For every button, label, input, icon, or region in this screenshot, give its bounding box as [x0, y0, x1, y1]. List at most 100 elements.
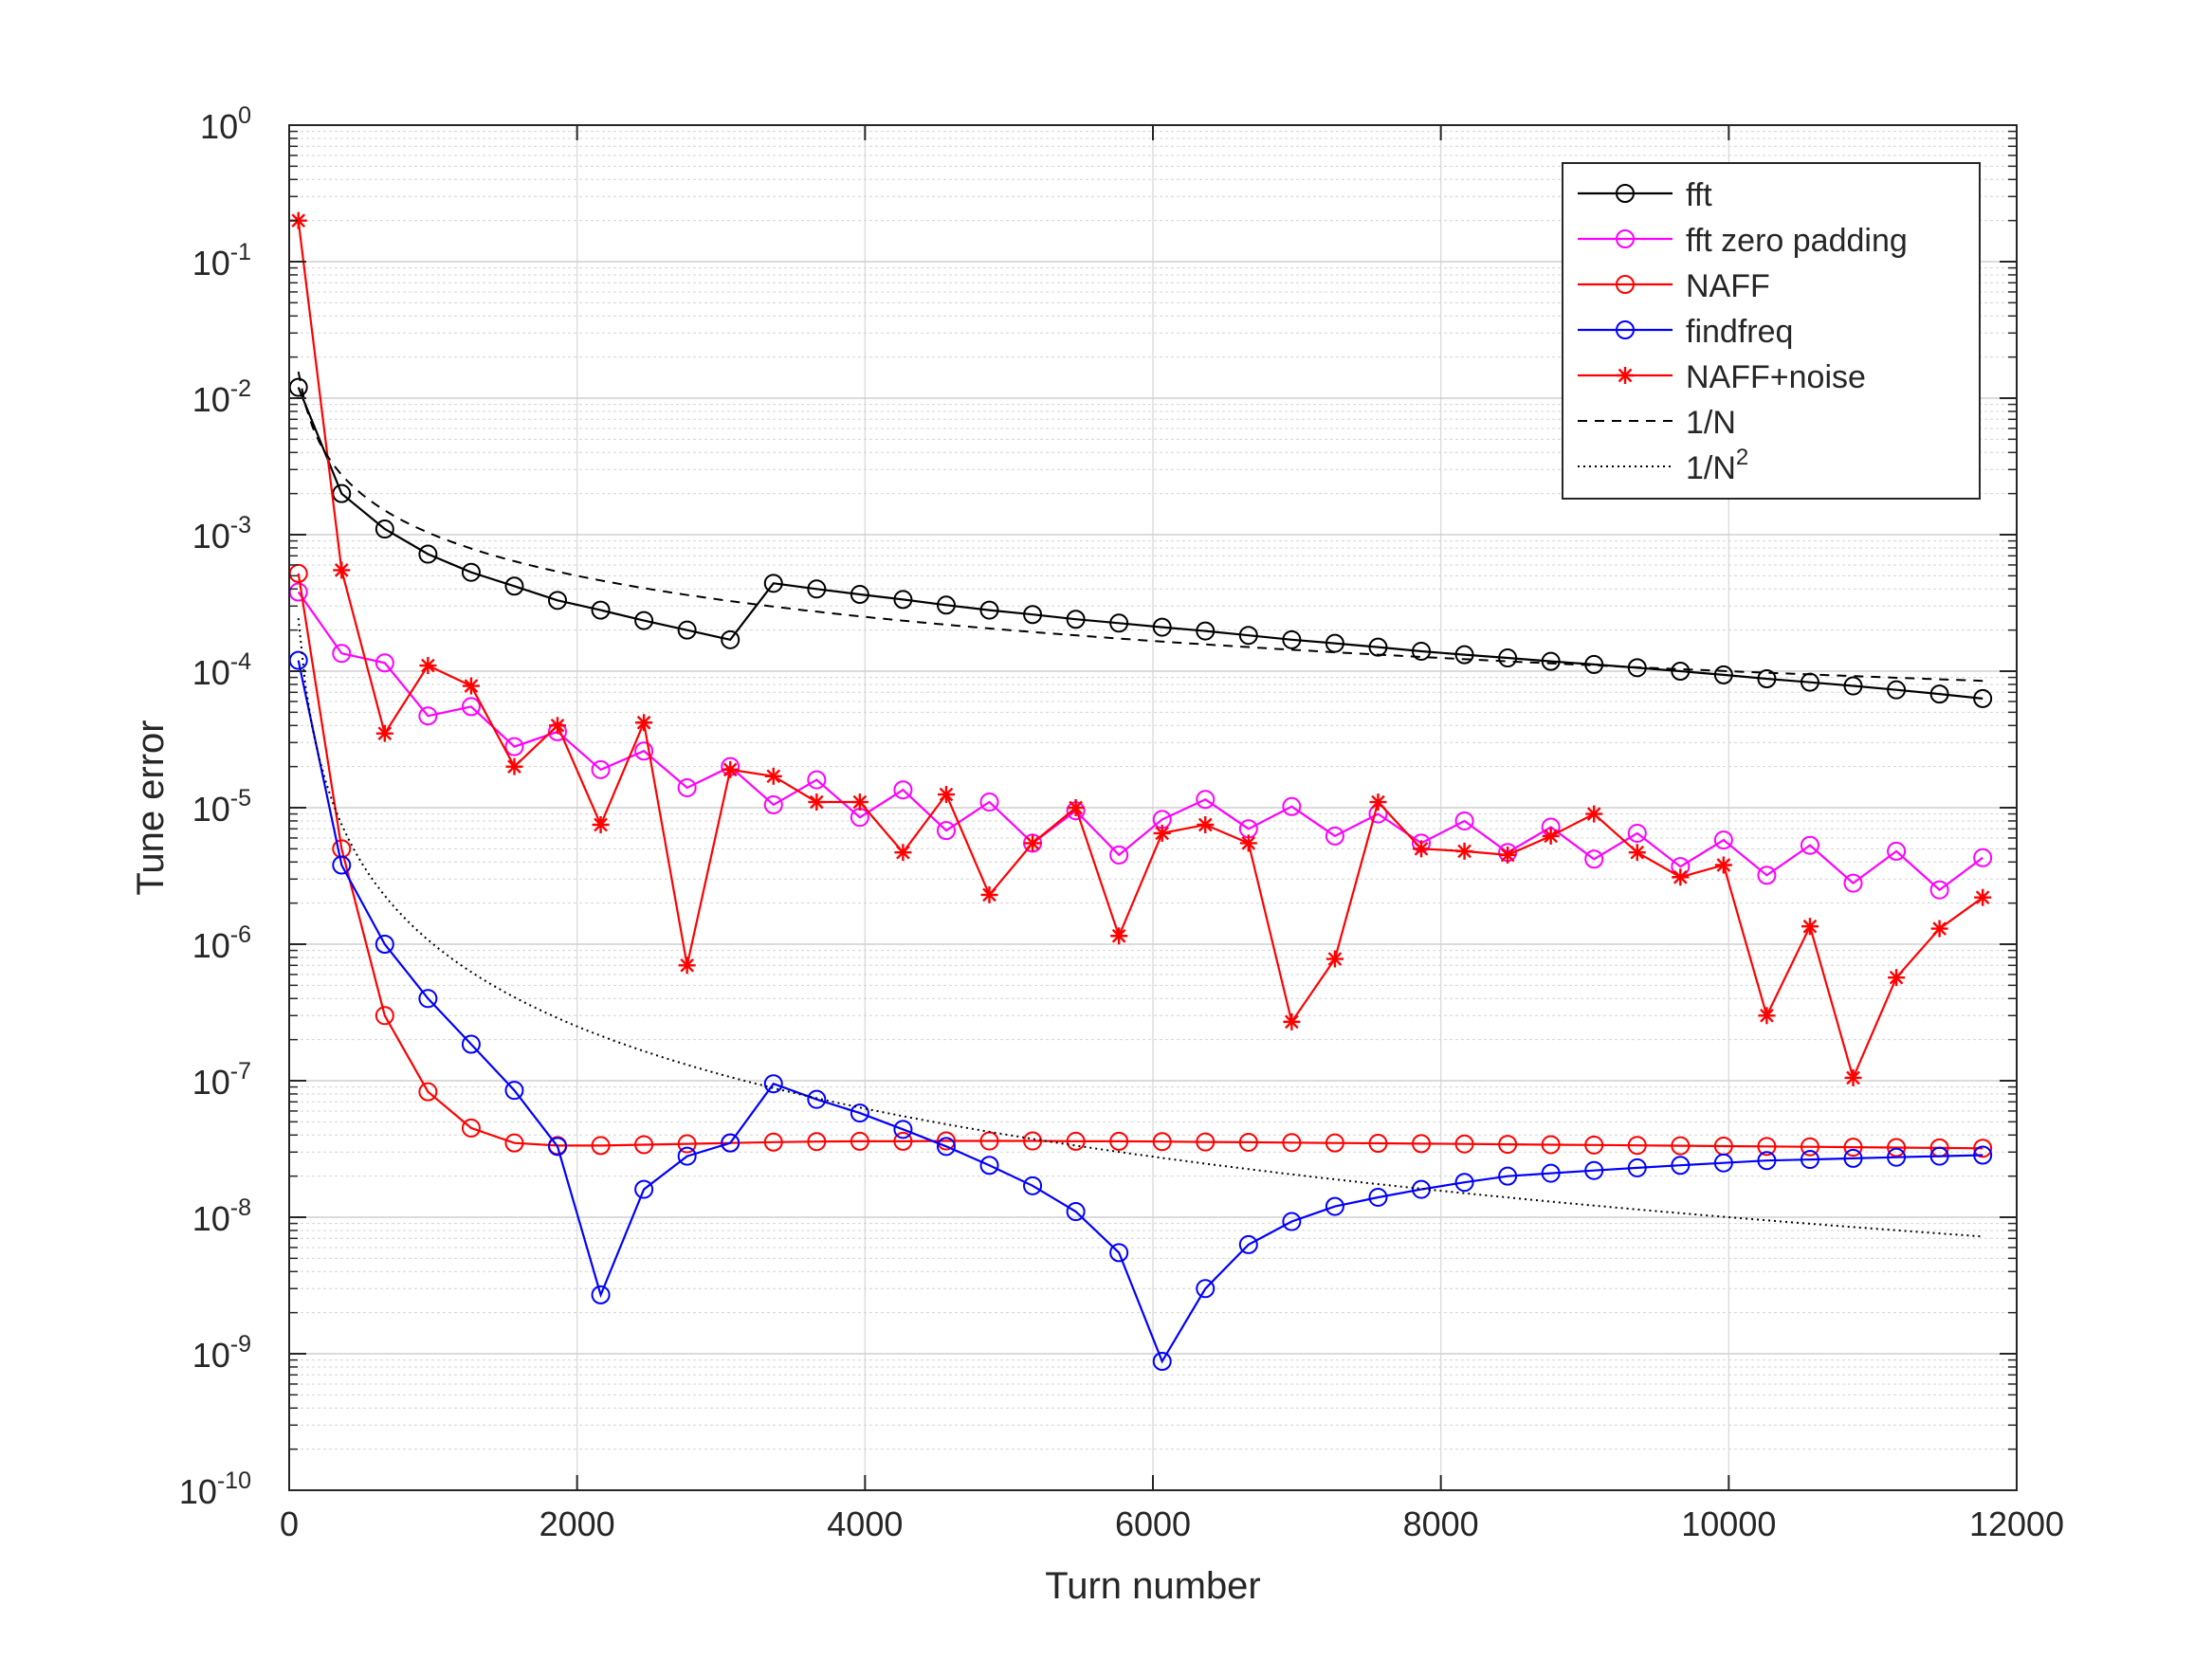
data-point — [1325, 826, 1344, 846]
data-point — [418, 706, 438, 726]
data-point — [1541, 1163, 1561, 1183]
y-tick-label: 10-1 — [192, 239, 251, 283]
data-point — [1152, 1351, 1172, 1371]
data-point — [375, 935, 394, 954]
data-point — [764, 767, 782, 785]
data-point — [1888, 969, 1906, 987]
x-axis-label: Turn number — [1045, 1565, 1261, 1607]
data-point — [677, 777, 697, 797]
data-point — [1627, 658, 1647, 678]
y-tick-label: 10-10 — [179, 1468, 251, 1511]
data-point — [1973, 1139, 1993, 1158]
data-point — [548, 1137, 568, 1157]
data-point — [677, 1146, 697, 1166]
data-point — [1368, 1187, 1388, 1207]
legend-label: 1/N2 — [1686, 445, 1748, 486]
data-point — [1023, 605, 1043, 625]
legend-entry: 1/N2 — [1578, 445, 1748, 486]
data-point — [807, 579, 827, 599]
data-point — [1325, 1196, 1344, 1216]
data-point — [807, 1132, 827, 1152]
data-point — [1974, 888, 1992, 906]
data-point — [936, 821, 956, 841]
data-point — [548, 591, 568, 611]
data-point — [1369, 793, 1387, 811]
series-line — [297, 220, 1983, 1082]
y-axis-label: Tune error — [130, 720, 172, 895]
series-line — [297, 387, 1983, 700]
data-point — [893, 1120, 913, 1139]
data-point — [893, 590, 913, 610]
y-tick-label: 10-8 — [192, 1194, 251, 1238]
data-point — [763, 794, 783, 814]
legend: fft fft zero padding NAFF findfreq NAFF+nois… — [1562, 162, 1981, 500]
data-point — [893, 780, 913, 800]
data-point — [1196, 1279, 1216, 1299]
data-point — [1066, 610, 1086, 629]
data-point — [807, 770, 827, 790]
data-point — [1023, 1131, 1043, 1151]
data-point — [979, 1156, 999, 1176]
data-point — [1672, 868, 1690, 886]
data-point — [1541, 651, 1561, 671]
data-point — [937, 786, 955, 804]
data-point — [1887, 680, 1907, 700]
data-point — [1368, 1134, 1388, 1154]
series-line — [297, 591, 1983, 892]
data-point — [591, 600, 611, 620]
legend-marker — [1616, 275, 1635, 294]
data-point — [591, 759, 611, 779]
data-point — [1757, 1151, 1777, 1171]
data-point — [1238, 1234, 1258, 1254]
data-point — [1627, 1136, 1647, 1156]
data-point — [1843, 1138, 1863, 1158]
data-point — [1973, 688, 1993, 708]
data-point — [1024, 834, 1042, 852]
data-point — [634, 741, 654, 761]
data-point — [1800, 835, 1819, 855]
data-point — [1713, 665, 1733, 684]
data-point — [850, 585, 869, 605]
data-point — [807, 1089, 827, 1109]
data-point — [1282, 1212, 1302, 1231]
x-tick-label: 8000 — [1403, 1504, 1479, 1543]
data-point — [1801, 918, 1819, 936]
data-point — [1713, 830, 1733, 850]
series-layer — [288, 211, 1993, 1371]
data-point — [1844, 1068, 1862, 1086]
data-point — [763, 574, 783, 593]
data-point — [1930, 920, 1948, 938]
data-point — [1282, 1133, 1302, 1153]
data-point — [722, 760, 740, 778]
data-point — [1498, 1135, 1518, 1155]
data-point — [1973, 848, 1993, 867]
data-point — [1929, 1146, 1949, 1166]
series-1-n — [297, 371, 1983, 683]
data-point — [1585, 805, 1603, 823]
data-point — [419, 657, 437, 675]
legend-label: fft — [1686, 177, 1712, 213]
data-point — [936, 595, 956, 615]
data-point — [1109, 613, 1129, 633]
x-tick-label: 2000 — [539, 1504, 615, 1543]
data-point — [1413, 840, 1431, 858]
legend-label: NAFF — [1686, 268, 1770, 304]
data-point — [1196, 790, 1216, 810]
data-point — [592, 815, 610, 833]
data-point — [504, 1081, 524, 1101]
legend-entry: fft — [1578, 177, 1712, 213]
data-point — [461, 697, 481, 717]
data-point — [1757, 866, 1777, 885]
data-point — [1929, 880, 1949, 900]
data-point — [1066, 1131, 1086, 1151]
data-point — [1757, 668, 1777, 688]
ticks — [288, 124, 2018, 1491]
legend-label: fft zero padding — [1686, 223, 1908, 259]
data-point — [1584, 1135, 1604, 1155]
data-point — [333, 561, 351, 579]
data-point — [1800, 1150, 1819, 1170]
legend-entry: NAFF+noise — [1578, 359, 1866, 395]
data-point — [1627, 1158, 1647, 1177]
y-tick-label: 10-2 — [192, 375, 251, 419]
